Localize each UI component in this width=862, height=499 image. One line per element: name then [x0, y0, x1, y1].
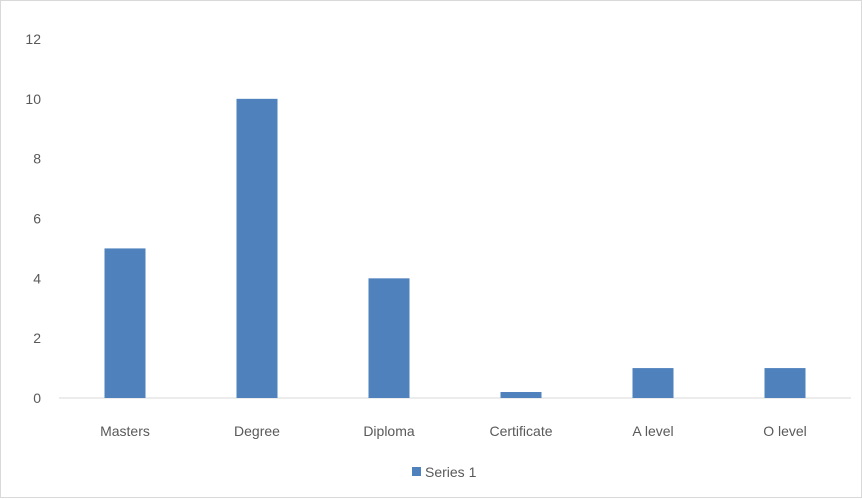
bar-diploma: [368, 278, 410, 398]
bars-group: [104, 98, 806, 398]
x-tick-label: Degree: [234, 423, 280, 439]
x-tick-label: Certificate: [489, 423, 552, 439]
x-tick-label: Diploma: [363, 423, 415, 439]
legend-swatch: [412, 467, 421, 476]
bar-certificate: [500, 392, 542, 398]
legend-label: Series 1: [425, 464, 477, 480]
x-axis-ticks: Masters Degree Diploma Certificate A level O …: [100, 423, 807, 439]
bar-a-level: [632, 368, 674, 398]
y-tick-label: 8: [33, 151, 41, 167]
legend: Series 1: [412, 464, 477, 480]
bar-degree: [236, 98, 278, 398]
x-tick-label: A level: [632, 423, 673, 439]
y-axis-ticks: 0 2 4 6 8 10 12: [25, 31, 41, 406]
y-tick-label: 0: [33, 390, 41, 406]
y-tick-label: 4: [33, 270, 41, 286]
y-tick-label: 10: [25, 91, 41, 107]
bar-o-level: [764, 368, 806, 398]
y-tick-label: 2: [33, 330, 41, 346]
y-tick-label: 12: [25, 31, 41, 47]
x-tick-label: O level: [763, 423, 807, 439]
y-tick-label: 6: [33, 211, 41, 227]
x-tick-label: Masters: [100, 423, 150, 439]
bar-masters: [104, 248, 146, 398]
